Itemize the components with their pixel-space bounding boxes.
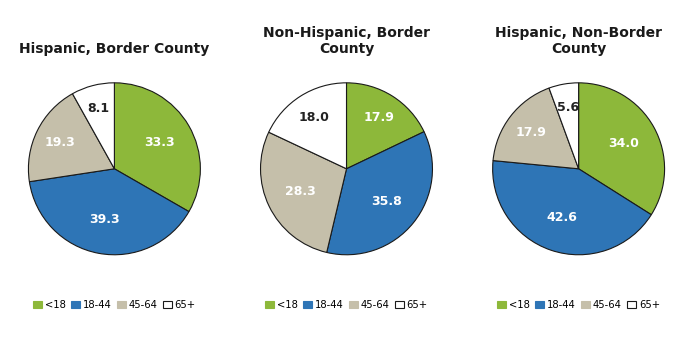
Text: 35.8: 35.8	[371, 195, 402, 208]
Text: 34.0: 34.0	[608, 137, 639, 150]
Text: 17.9: 17.9	[516, 125, 546, 138]
Legend: <18, 18-44, 45-64, 65+: <18, 18-44, 45-64, 65+	[33, 300, 195, 310]
Text: 19.3: 19.3	[45, 136, 76, 149]
Text: 17.9: 17.9	[363, 112, 394, 124]
Title: Non-Hispanic, Border
County: Non-Hispanic, Border County	[263, 26, 430, 56]
Wedge shape	[114, 83, 200, 212]
Text: 42.6: 42.6	[547, 211, 577, 224]
Text: 39.3: 39.3	[89, 213, 120, 226]
Wedge shape	[261, 132, 346, 252]
Text: 8.1: 8.1	[88, 102, 110, 115]
Text: 5.6: 5.6	[556, 101, 579, 114]
Wedge shape	[269, 83, 346, 169]
Wedge shape	[73, 83, 114, 169]
Wedge shape	[346, 83, 424, 169]
Legend: <18, 18-44, 45-64, 65+: <18, 18-44, 45-64, 65+	[498, 300, 660, 310]
Wedge shape	[493, 88, 579, 169]
Title: Hispanic, Non-Border
County: Hispanic, Non-Border County	[495, 26, 662, 56]
Wedge shape	[326, 132, 432, 255]
Wedge shape	[579, 83, 665, 215]
Wedge shape	[493, 161, 651, 255]
Wedge shape	[28, 94, 114, 182]
Text: 28.3: 28.3	[285, 185, 315, 198]
Text: 18.0: 18.0	[299, 112, 330, 124]
Wedge shape	[549, 83, 579, 169]
Wedge shape	[29, 169, 189, 255]
Text: 33.3: 33.3	[143, 136, 175, 149]
Title: Hispanic, Border County: Hispanic, Border County	[19, 42, 209, 56]
Legend: <18, 18-44, 45-64, 65+: <18, 18-44, 45-64, 65+	[265, 300, 428, 310]
